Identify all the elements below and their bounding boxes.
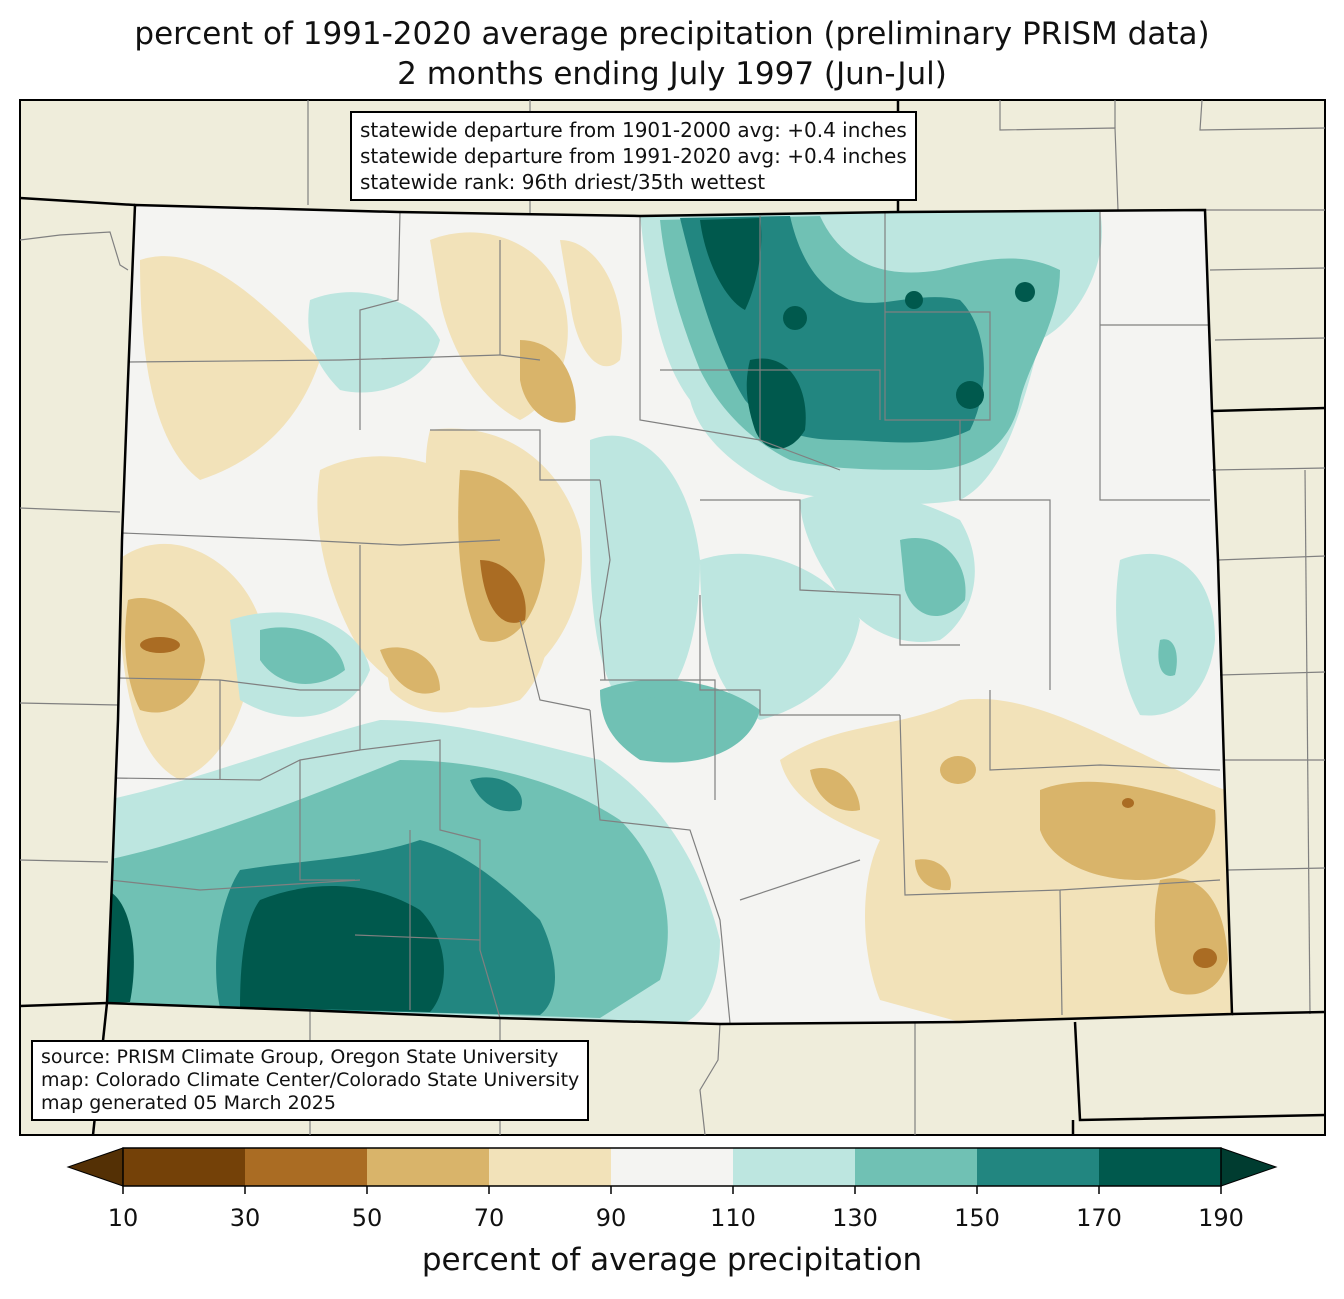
colorbar-tick-label: 70	[473, 1204, 505, 1232]
county-borders	[109, 211, 1221, 1024]
colorbar-bin-110-130	[733, 1148, 855, 1186]
colorbar-under-arrow	[66, 1147, 124, 1187]
colorbar-tick-label: 10	[107, 1204, 139, 1232]
colorbar-bin-70-90	[489, 1148, 611, 1186]
map-credit-line: map: Colorado Climate Center/Colorado St…	[41, 1069, 580, 1091]
colorbar-bin-50-70	[367, 1148, 489, 1186]
source-line: source: PRISM Climate Group, Oregon Stat…	[41, 1046, 559, 1068]
colorbar-tick-label: 90	[595, 1204, 627, 1232]
colorbar	[66, 1147, 1278, 1194]
colorbar-tick-label: 190	[1198, 1204, 1244, 1232]
map-title-line2: 2 months ending July 1997 (Jun-Jul)	[397, 56, 947, 92]
colorbar-over-arrow	[1220, 1147, 1278, 1187]
colorbar-bin-130-150	[855, 1148, 977, 1186]
colorbar-tick-label: 50	[351, 1204, 383, 1232]
colorbar-tick-label: 170	[1076, 1204, 1122, 1232]
generated-date-line: map generated 05 March 2025	[41, 1092, 336, 1114]
colorbar-title: percent of average precipitation	[421, 1242, 923, 1278]
stats-line-1901-2000: statewide departure from 1901-2000 avg: …	[360, 118, 907, 142]
stats-line-1991-2020: statewide departure from 1991-2020 avg: …	[360, 144, 907, 168]
colorbar-tick-label: 110	[710, 1204, 756, 1232]
precipitation-field	[107, 205, 1232, 1024]
map-title-line1: percent of 1991-2020 average precipitati…	[134, 16, 1210, 52]
neighbor-county-borders	[20, 100, 1325, 1135]
colorbar-bin-90-110	[611, 1148, 733, 1186]
colorbar-outline	[122, 1147, 1222, 1187]
source-box: source: PRISM Climate Group, Oregon Stat…	[31, 1040, 590, 1121]
colorbar-bin-150-170	[977, 1148, 1099, 1186]
colorbar-tick-label: 30	[229, 1204, 261, 1232]
stats-box: statewide departure from 1901-2000 avg: …	[350, 111, 917, 201]
colorbar-bin-10-30	[123, 1148, 245, 1186]
colorbar-bin-170-190	[1099, 1148, 1221, 1186]
colorbar-tick-label: 150	[954, 1204, 1000, 1232]
colorbar-bin-30-50	[245, 1148, 367, 1186]
stats-line-rank: statewide rank: 96th driest/35th wettest	[360, 170, 766, 194]
colorbar-tick-label: 130	[832, 1204, 878, 1232]
